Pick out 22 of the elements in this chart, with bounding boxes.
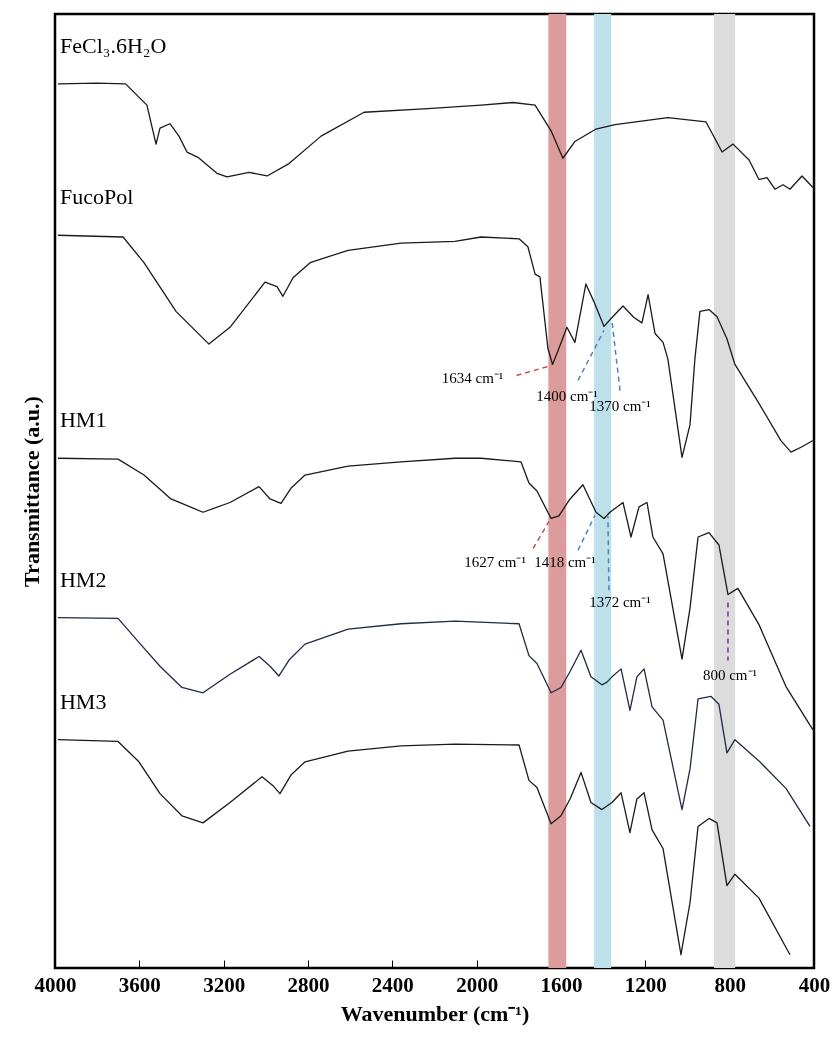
x-tick-label: 800 (714, 972, 746, 997)
series-label: HM1 (59, 407, 107, 433)
x-tick-label: 3200 (203, 972, 246, 997)
x-tick-label: 2400 (371, 972, 414, 997)
x-tick-label: 400 (798, 972, 831, 997)
series-label: FeCl₃.6H₂O (59, 32, 167, 58)
x-tick-label: 3600 (118, 972, 161, 997)
x-axis-title: Wavenumber (cm⁻¹) (340, 1000, 530, 1026)
series-label: HM3 (59, 688, 107, 714)
x-tick-label: 1600 (540, 972, 583, 997)
annotation: 1418 cm⁻¹ (534, 554, 596, 571)
y-axis-title: Transmittance (a.u.) (18, 396, 44, 587)
x-tick-label: 2800 (287, 972, 330, 997)
annotation: 1634 cm⁻¹ (441, 370, 504, 387)
x-tick-label: 1200 (624, 972, 667, 997)
x-tick-label: 2000 (456, 972, 499, 997)
series-label: FucoPol (59, 184, 134, 210)
series-label: HM2 (59, 566, 107, 592)
annotation: 800 cm⁻¹ (702, 666, 758, 683)
x-tick-label: 4000 (34, 972, 77, 997)
annotation: 1372 cm⁻¹ (589, 594, 651, 611)
annotation: 1627 cm⁻¹ (464, 554, 526, 571)
